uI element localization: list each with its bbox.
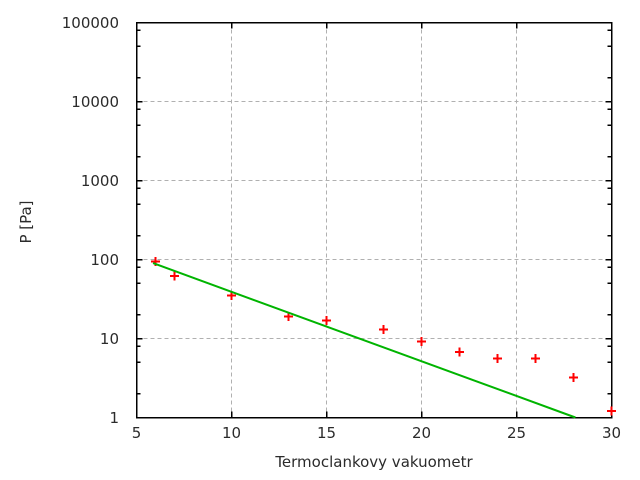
x-tick-label: 15: [317, 424, 336, 442]
x-tick-label: 5: [132, 424, 142, 442]
x-tick-label: 30: [602, 424, 621, 442]
x-tick-label: 25: [507, 424, 526, 442]
fit-line: [152, 262, 576, 419]
x-tick-label: 20: [412, 424, 431, 442]
y-tick-label: 1000: [81, 172, 119, 190]
y-tick-label: 100: [90, 251, 119, 269]
x-tick-label: 10: [222, 424, 241, 442]
y-tick-label: 100000: [62, 14, 119, 32]
y-tick-label: 10000: [71, 93, 119, 111]
y-tick-label: 1: [109, 409, 119, 427]
y-tick-label: 10: [100, 330, 119, 348]
plot-border: [135, 21, 613, 419]
x-axis-title: Termoclankovy vakuometr: [275, 453, 473, 471]
y-axis-title: P [Pa]: [17, 200, 35, 244]
